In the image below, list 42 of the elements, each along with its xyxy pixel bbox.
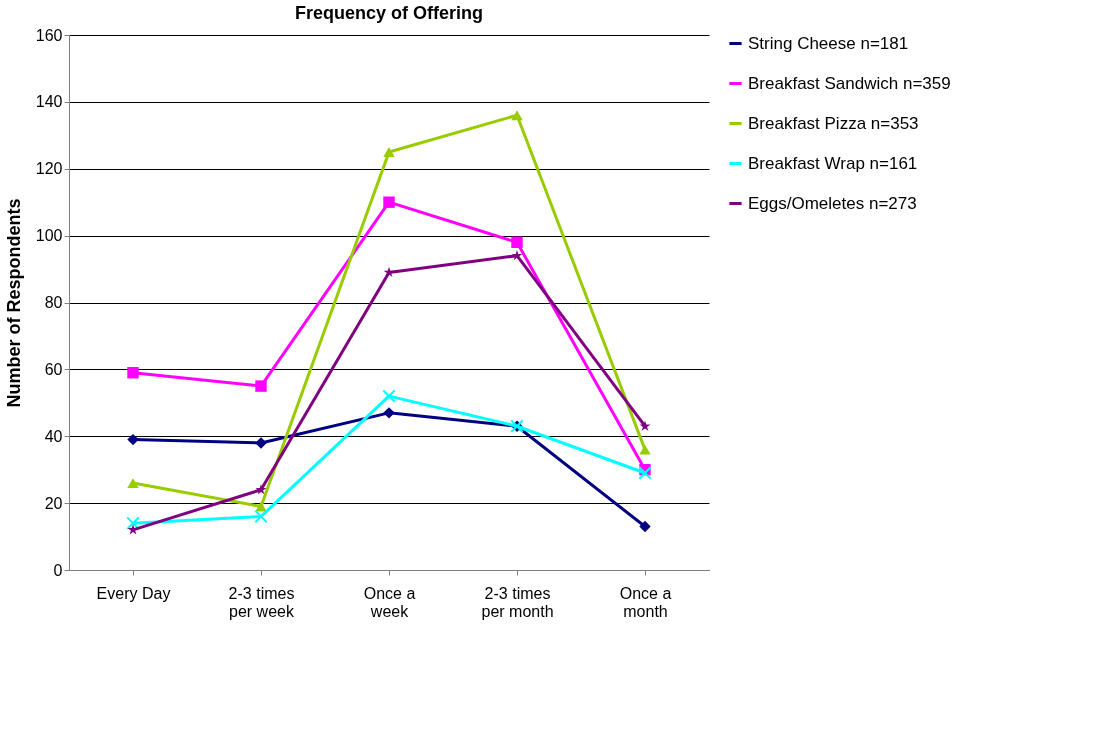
point [383,266,395,278]
x-tick-label: 2-3 times per month [481,584,554,620]
point [383,147,395,157]
point [127,367,139,379]
y-tick-label: 60 [44,360,63,378]
point [383,196,395,208]
legend-label: Eggs/Omeletes n=273 [748,193,917,213]
chart-title: Frequency of Offering [294,3,484,23]
y-tick-label: 140 [35,93,63,111]
point [254,509,268,524]
point [127,478,139,488]
point [255,484,267,495]
point [383,407,395,419]
y-tick-label: 20 [44,494,63,512]
point [638,466,652,480]
point [511,110,523,121]
legend-label: Breakfast Sandwich n=359 [748,73,951,93]
point [511,249,523,261]
point [255,380,267,392]
x-tick-label: 2-3 times per week [228,584,295,620]
point [639,444,651,455]
point [255,437,267,449]
legend-label: String Cheese n=181 [748,33,909,53]
legend-label: Breakfast Wrap n=161 [748,153,918,173]
y-tick-label: 0 [53,561,63,579]
x-tick-label: Every Day [96,584,171,602]
y-tick-label: 100 [35,227,63,245]
legend-label: Breakfast Pizza n=353 [748,113,919,133]
point [511,236,523,249]
point [126,516,140,530]
y-tick-label: 40 [44,427,63,445]
point [255,501,267,512]
y-tick-label: 120 [35,160,63,178]
point [639,520,651,533]
y-tick-label: 80 [44,294,63,311]
point [127,433,139,446]
y-tick-label: 160 [35,26,63,44]
point [382,389,396,403]
point [639,420,651,431]
y-axis-title: Number of Respondents [3,198,24,408]
x-tick-label: Once a week [363,584,416,620]
x-tick-label: Once a month [619,584,672,620]
